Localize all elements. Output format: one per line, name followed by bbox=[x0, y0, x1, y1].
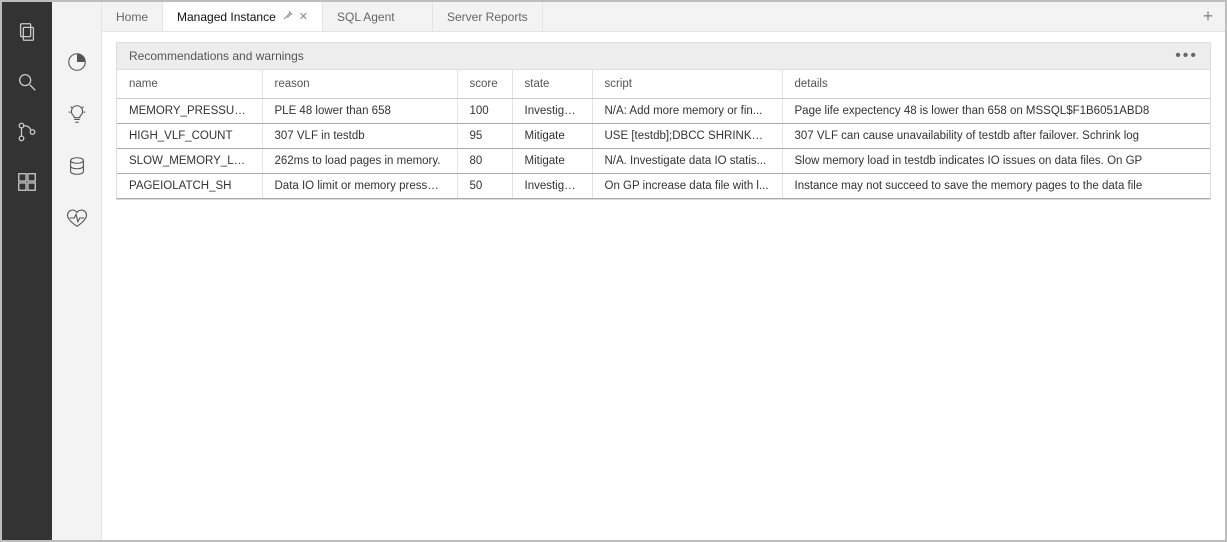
recommendations-panel: Recommendations and warnings ••• name re… bbox=[116, 42, 1211, 200]
cell-reason: Data IO limit or memory pressure. bbox=[262, 174, 457, 199]
col-header-script[interactable]: script bbox=[592, 70, 782, 99]
cell-name: MEMORY_PRESSURE bbox=[117, 99, 262, 124]
cell-script: N/A: Add more memory or fin... bbox=[592, 99, 782, 124]
cell-script: N/A. Investigate data IO statis... bbox=[592, 149, 782, 174]
cell-score: 95 bbox=[457, 124, 512, 149]
tab-label: Server Reports bbox=[447, 10, 528, 24]
table-row[interactable]: SLOW_MEMORY_LOAD262ms to load pages in m… bbox=[117, 149, 1210, 174]
cell-state: Mitigate bbox=[512, 149, 592, 174]
table-row[interactable]: MEMORY_PRESSUREPLE 48 lower than 658100I… bbox=[117, 99, 1210, 124]
more-icon[interactable]: ••• bbox=[1175, 52, 1198, 60]
add-tab-button[interactable]: + bbox=[1191, 2, 1225, 31]
cell-score: 80 bbox=[457, 149, 512, 174]
table-row[interactable]: HIGH_VLF_COUNT307 VLF in testdb95Mitigat… bbox=[117, 124, 1210, 149]
cell-details: Page life expectency 48 is lower than 65… bbox=[782, 99, 1210, 124]
cell-reason: PLE 48 lower than 658 bbox=[262, 99, 457, 124]
recommendations-table: name reason score state script details M… bbox=[117, 70, 1210, 199]
lightbulb-icon[interactable] bbox=[52, 94, 102, 134]
cell-state: Investigate bbox=[512, 174, 592, 199]
tab-label: SQL Agent bbox=[337, 10, 395, 24]
health-icon[interactable] bbox=[52, 198, 102, 238]
cell-details: Instance may not succeed to save the mem… bbox=[782, 174, 1210, 199]
cell-name: PAGEIOLATCH_SH bbox=[117, 174, 262, 199]
cell-state: Mitigate bbox=[512, 124, 592, 149]
cell-name: HIGH_VLF_COUNT bbox=[117, 124, 262, 149]
icon-sidebar bbox=[52, 2, 102, 540]
activity-bar bbox=[2, 2, 52, 540]
col-header-score[interactable]: score bbox=[457, 70, 512, 99]
col-header-state[interactable]: state bbox=[512, 70, 592, 99]
files-icon[interactable] bbox=[2, 12, 52, 52]
tab-label: Managed Instance bbox=[177, 10, 276, 24]
dashboard-icon[interactable] bbox=[52, 42, 102, 82]
table-row[interactable]: PAGEIOLATCH_SHData IO limit or memory pr… bbox=[117, 174, 1210, 199]
extensions-icon[interactable] bbox=[2, 162, 52, 202]
tab-label: Home bbox=[116, 10, 148, 24]
col-header-name[interactable]: name bbox=[117, 70, 262, 99]
panel-header: Recommendations and warnings ••• bbox=[117, 43, 1210, 70]
cell-details: 307 VLF can cause unavailability of test… bbox=[782, 124, 1210, 149]
tab-sql-agent[interactable]: SQL Agent bbox=[323, 2, 433, 31]
cell-reason: 262ms to load pages in memory. bbox=[262, 149, 457, 174]
col-header-details[interactable]: details bbox=[782, 70, 1210, 99]
cell-state: Investigate bbox=[512, 99, 592, 124]
close-icon[interactable]: ✕ bbox=[299, 10, 308, 23]
cell-score: 100 bbox=[457, 99, 512, 124]
search-icon[interactable] bbox=[2, 62, 52, 102]
source-control-icon[interactable] bbox=[2, 112, 52, 152]
tab-home[interactable]: Home bbox=[102, 2, 163, 31]
database-icon[interactable] bbox=[52, 146, 102, 186]
content-area: Recommendations and warnings ••• name re… bbox=[102, 32, 1225, 540]
panel-title: Recommendations and warnings bbox=[129, 49, 304, 63]
cell-details: Slow memory load in testdb indicates IO … bbox=[782, 149, 1210, 174]
table-header-row: name reason score state script details bbox=[117, 70, 1210, 99]
col-header-reason[interactable]: reason bbox=[262, 70, 457, 99]
pin-icon[interactable] bbox=[282, 10, 293, 24]
cell-score: 50 bbox=[457, 174, 512, 199]
tab-bar: Home Managed Instance ✕ SQL Agent Server… bbox=[102, 2, 1225, 32]
main-area: Home Managed Instance ✕ SQL Agent Server… bbox=[102, 2, 1225, 540]
cell-script: USE [testdb];DBCC SHRINKFIL... bbox=[592, 124, 782, 149]
tab-managed-instance[interactable]: Managed Instance ✕ bbox=[163, 2, 323, 31]
tab-server-reports[interactable]: Server Reports bbox=[433, 2, 543, 31]
cell-script: On GP increase data file with l... bbox=[592, 174, 782, 199]
cell-reason: 307 VLF in testdb bbox=[262, 124, 457, 149]
cell-name: SLOW_MEMORY_LOAD bbox=[117, 149, 262, 174]
